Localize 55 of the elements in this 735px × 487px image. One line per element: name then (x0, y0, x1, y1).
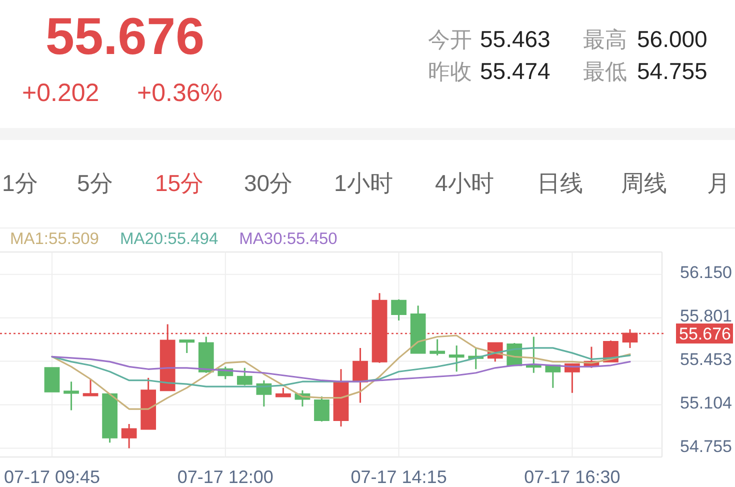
text: MA20:55.494 (120, 230, 218, 248)
text: 54.755 (637, 58, 708, 84)
text: 今开 (428, 27, 472, 52)
candlestick (314, 396, 330, 422)
text: 月 (707, 170, 730, 196)
x-tick-label: 07-17 12:00 (177, 467, 274, 487)
text: 1分 (2, 170, 38, 196)
text: MA30:55.450 (239, 230, 338, 248)
text: 周线 (621, 170, 667, 196)
candlestick (352, 347, 368, 404)
candlestick (64, 380, 79, 412)
candlestick (198, 336, 214, 374)
candlestick (333, 368, 349, 428)
candlestick (526, 336, 542, 374)
candlestick (140, 377, 156, 430)
text: 昨收 (428, 59, 472, 84)
x-tick-label: 07-17 16:30 (524, 467, 620, 487)
y-tick-label: 55.104 (680, 393, 732, 412)
text: +0.202 (22, 79, 100, 107)
candlestick (82, 378, 98, 396)
text: 55.463 (480, 26, 550, 52)
line-series (51, 347, 631, 388)
candlestick (276, 387, 291, 398)
text: 15分 (155, 170, 204, 196)
text: 56.000 (637, 26, 708, 52)
candlestick (121, 423, 137, 450)
y-tick-label: 56.150 (680, 262, 732, 282)
candlestick (179, 340, 195, 354)
x-tick-label: 07-17 14:15 (350, 467, 447, 487)
text: 日线 (537, 170, 583, 196)
candlestick (236, 367, 252, 386)
text: MA1:55.509 (10, 230, 99, 248)
candlestick (430, 338, 446, 356)
candlestick (448, 344, 464, 372)
text: 最低 (583, 59, 627, 84)
text: 4小时 (435, 170, 494, 196)
text: 1小时 (334, 170, 393, 196)
y-tick-label: 54.755 (680, 436, 732, 456)
text: 5分 (77, 170, 113, 196)
candlestick (44, 367, 60, 392)
y-tick-label: 55.453 (680, 350, 732, 369)
candlestick (410, 304, 426, 354)
text: 55.676 (45, 8, 205, 66)
text: 55.474 (480, 58, 551, 84)
x-tick-label: 07-17 09:45 (4, 467, 100, 487)
candlestick (391, 298, 406, 322)
candlestick (545, 364, 561, 389)
line-series (51, 356, 631, 382)
y-tick-label: 55.801 (680, 306, 732, 326)
candlestick (102, 393, 118, 444)
ref-line-label: 55.676 (679, 324, 731, 344)
text: +0.36% (137, 79, 222, 107)
text: 30分 (244, 170, 293, 196)
line-series (51, 334, 631, 410)
text: 最高 (583, 27, 627, 52)
